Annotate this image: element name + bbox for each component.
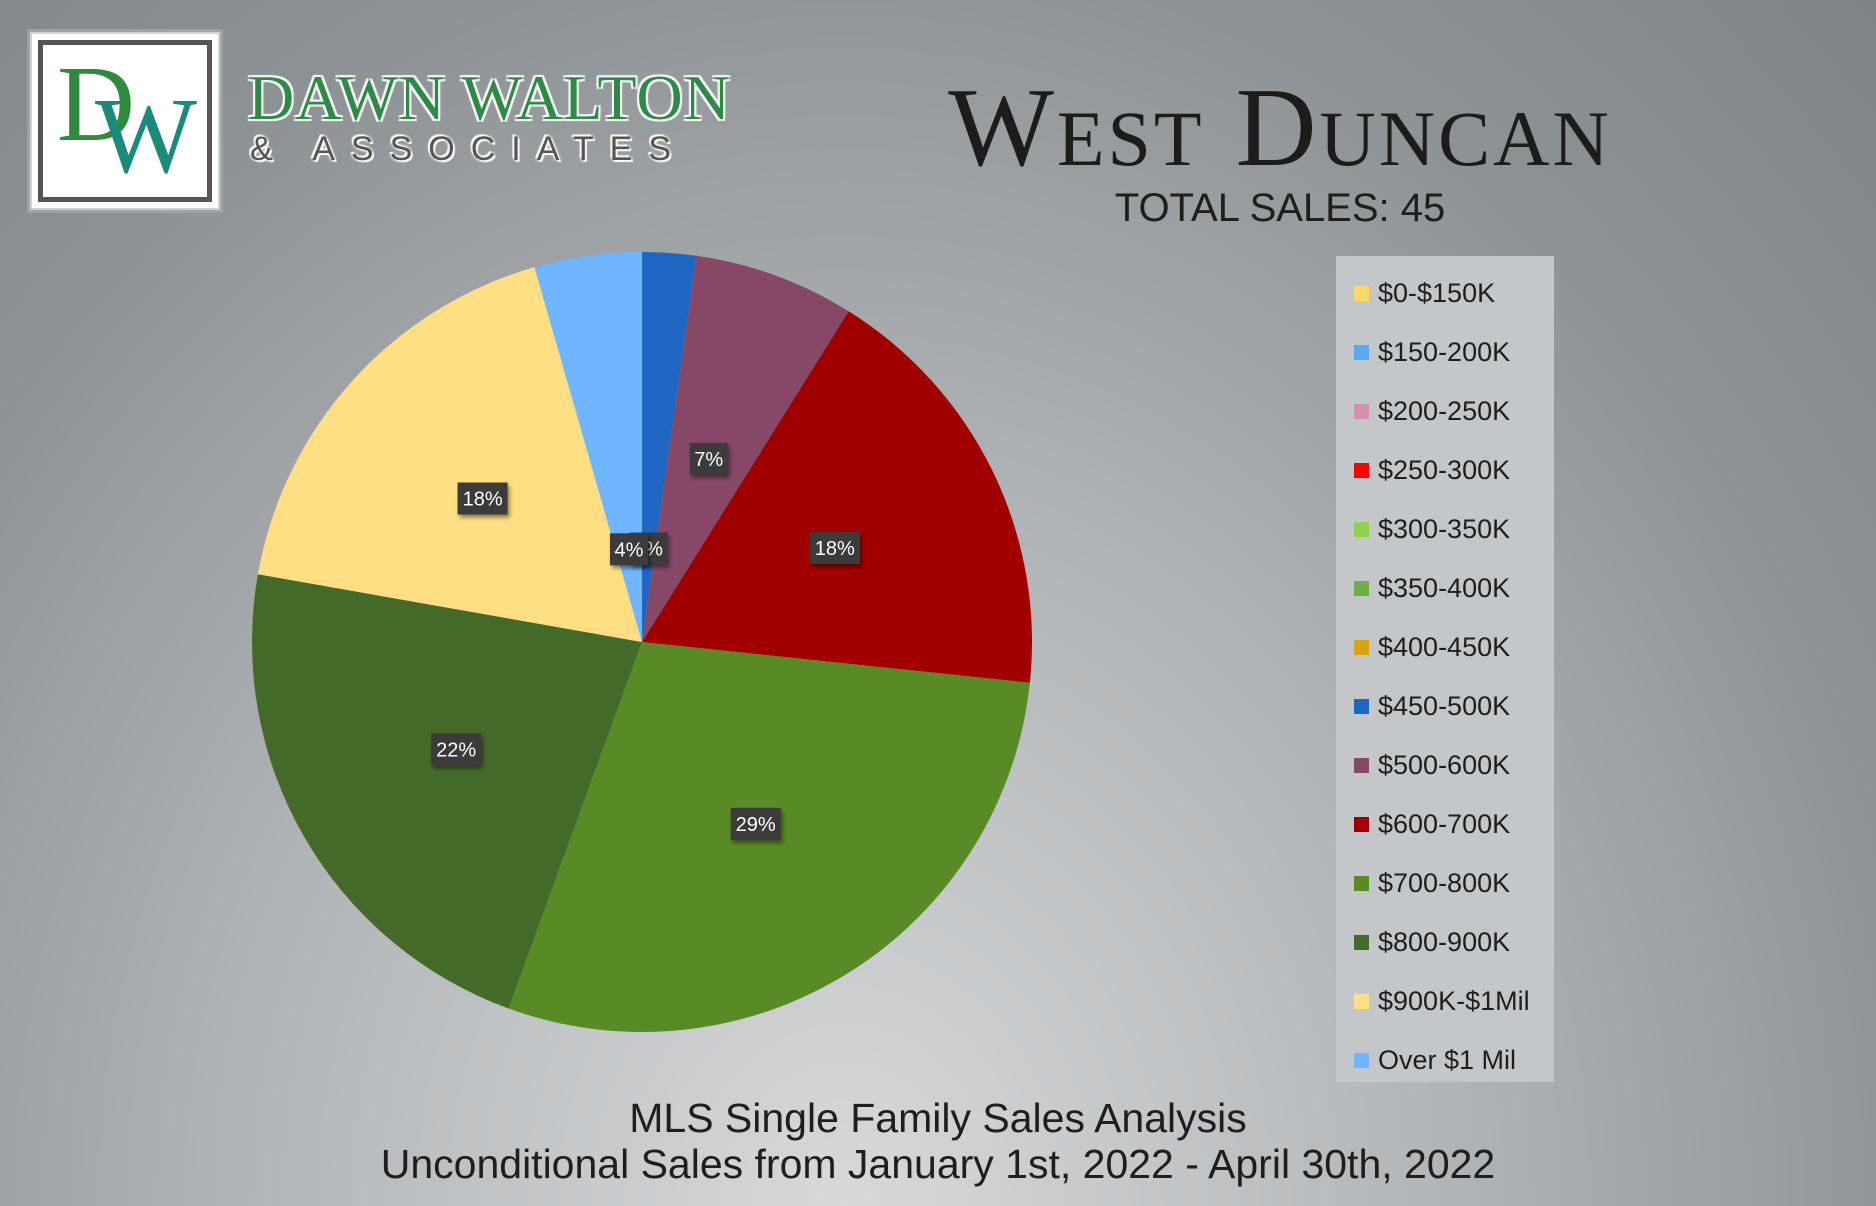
pie-slice <box>642 255 849 643</box>
legend-label: $600-700K <box>1378 809 1511 839</box>
legend-item: $350-400K <box>1336 563 1554 622</box>
logo-frame: D W <box>38 40 212 202</box>
legend-item: $400-450K <box>1336 622 1554 681</box>
legend-item: $300-350K <box>1336 504 1554 563</box>
legend-label: $400-450K <box>1378 632 1511 662</box>
legend-label: $150-200K <box>1378 337 1511 367</box>
legend-label: $0-$150K <box>1378 278 1496 308</box>
legend-swatch <box>1354 345 1369 360</box>
legend-swatch <box>1354 817 1369 832</box>
svg-text:22%: 22% <box>436 739 476 761</box>
legend-label: Over $1 Mil <box>1378 1045 1517 1075</box>
pie-data-label: 18% <box>457 482 508 515</box>
legend-label: $200-250K <box>1378 396 1511 426</box>
pie-data-label: 7% <box>689 442 728 475</box>
legend-label: $250-300K <box>1378 455 1511 485</box>
pie-slice <box>642 311 1032 683</box>
brand-subtitle: & ASSOCIATES <box>250 130 688 168</box>
legend-swatch <box>1354 699 1369 714</box>
legend-label: $300-350K <box>1378 514 1511 544</box>
svg-text:29%: 29% <box>736 814 776 836</box>
legend-swatch <box>1354 758 1369 773</box>
legend-item: $450-500K <box>1336 681 1554 740</box>
logo-monogram-d: D <box>57 45 135 164</box>
legend-item: $500-600K <box>1336 740 1554 799</box>
footer-date-range: Unconditional Sales from January 1st, 20… <box>380 1141 1496 1187</box>
pie-slice <box>257 267 642 642</box>
page-title: West Duncan <box>948 66 1612 190</box>
legend-label: $450-500K <box>1378 691 1511 721</box>
legend-item: $700-800K <box>1336 858 1554 917</box>
svg-text:7%: 7% <box>694 449 723 471</box>
legend-item: $0-$150K <box>1336 268 1554 327</box>
logo-monogram-w: W <box>95 77 197 196</box>
svg-text:18%: 18% <box>463 489 503 511</box>
svg-text:4%: 4% <box>615 539 644 561</box>
brand-logo: D W <box>30 32 220 210</box>
pie-data-label: 18% <box>809 532 860 564</box>
legend-label: $350-400K <box>1378 573 1511 603</box>
pie-data-label: 29% <box>730 807 781 840</box>
legend-item: $250-300K <box>1336 445 1554 504</box>
legend-swatch <box>1354 1053 1369 1068</box>
legend-swatch <box>1354 876 1369 891</box>
footer-title: MLS Single Family Sales Analysis <box>629 1095 1247 1141</box>
legend-label: $800-900K <box>1378 927 1511 957</box>
legend-item: $900K-$1Mil <box>1336 976 1554 1035</box>
svg-text:18%: 18% <box>815 538 855 560</box>
legend-item: $150-200K <box>1336 327 1554 386</box>
total-sales: TOTAL SALES: 45 <box>1114 186 1446 230</box>
legend-item: Over $1 Mil <box>1336 1035 1554 1094</box>
legend-item: $200-250K <box>1336 386 1554 445</box>
legend-label: $900K-$1Mil <box>1378 986 1530 1016</box>
legend-label: $700-800K <box>1378 868 1511 898</box>
legend-item: $600-700K <box>1336 799 1554 858</box>
legend-label: $500-600K <box>1378 750 1511 780</box>
legend-swatch <box>1354 581 1369 596</box>
legend-swatch <box>1354 463 1369 478</box>
pie-slice <box>251 574 642 1009</box>
legend-swatch <box>1354 640 1369 655</box>
pie-data-label: 22% <box>431 733 482 766</box>
legend-item: $800-900K <box>1336 917 1554 976</box>
legend-swatch <box>1354 286 1369 301</box>
legend-swatch <box>1354 404 1369 419</box>
legend-swatch <box>1354 994 1369 1009</box>
chart-legend: $0-$150K $150-200K $200-250K $250-300K $300-… <box>1336 256 1554 1082</box>
brand-name: DAWN WALTON <box>248 62 731 133</box>
legend-swatch <box>1354 522 1369 537</box>
pie-data-label: 4% <box>610 533 648 566</box>
legend-swatch <box>1354 935 1369 950</box>
